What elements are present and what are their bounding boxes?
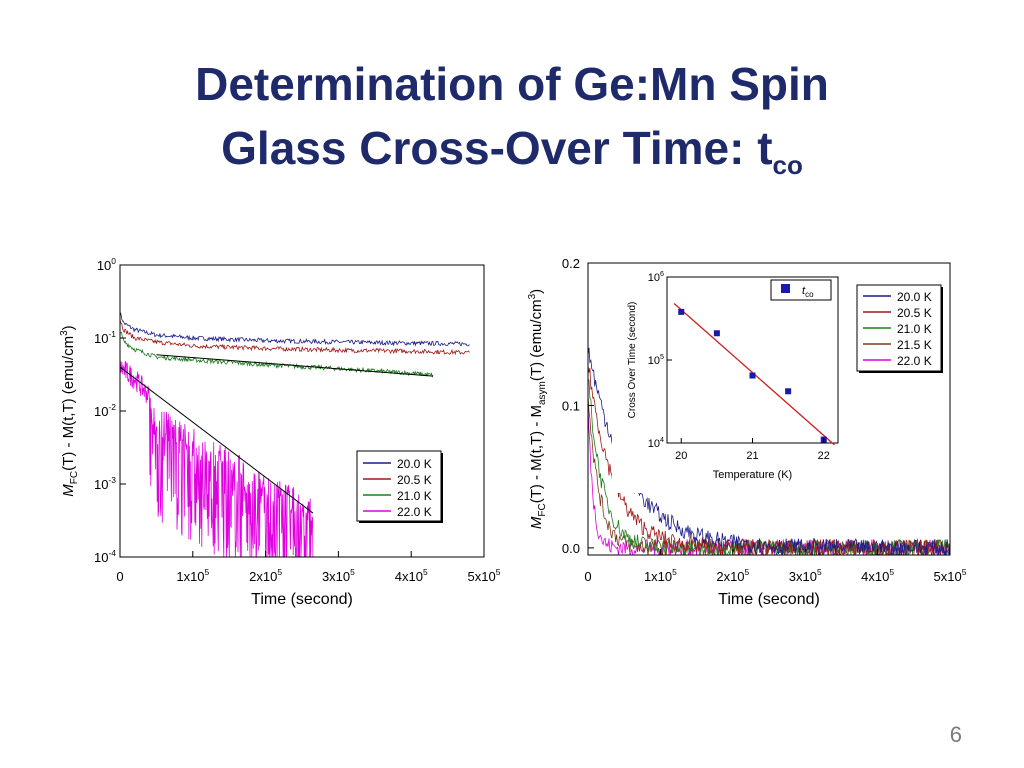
slide-title: Determination of Ge:Mn Spin Glass Cross-…: [0, 52, 1024, 180]
inset-y-tick-label: 104: [648, 436, 664, 450]
inset-data-point: [749, 372, 756, 379]
left-x-tick-label: 2x105: [249, 567, 282, 584]
left-x-axis-label: Time (second): [251, 591, 353, 608]
left-legend-label: 22.0 K: [397, 505, 432, 519]
left-legend-label: 20.0 K: [397, 457, 432, 471]
left-series-205K: [120, 319, 470, 356]
right-x-tick-label: 1x105: [644, 567, 677, 584]
inset-legend-label: tco: [802, 285, 814, 299]
left-y-tick-label: 10-2: [94, 402, 116, 419]
left-chart: 0 1x105 2x105 3x105 4x105 5x105 10-4 10-3 10-2 10…: [59, 256, 501, 608]
inset-legend-box: [770, 279, 832, 301]
left-y-tick-label: 10-4: [94, 548, 116, 565]
inset-data-point: [713, 330, 720, 337]
right-legend-label: 20.5 K: [897, 306, 932, 320]
inset-data-point: [678, 308, 685, 315]
left-x-tick-label: 5x105: [468, 567, 501, 584]
inset-chart: 20 21 22 104 105 106 Temperature (K) Cross Over…: [612, 267, 853, 493]
right-x-tick-label: 5x105: [934, 567, 967, 584]
title-line-2: Glass Cross-Over Time: t: [221, 122, 773, 174]
right-series-200K: [588, 347, 950, 555]
left-x-tick-label: 4x105: [395, 567, 428, 584]
right-x-tick-label: 2x105: [716, 567, 749, 584]
page-number: 6: [949, 722, 962, 747]
left-series-210K: [120, 331, 434, 378]
right-plot-area: [588, 347, 950, 555]
right-legend-label: 21.0 K: [897, 322, 932, 336]
inset-x-axis-label: Temperature (K): [713, 469, 792, 481]
right-y-tick-label: 0.0: [562, 541, 580, 556]
left-y-tick-label: 10-1: [94, 329, 116, 346]
left-x-tick-label: 0: [116, 569, 123, 584]
right-y-tick-label: 0.1: [562, 398, 580, 413]
left-y-tick-label: 100: [97, 256, 116, 273]
left-y-tick-label: 10-3: [94, 475, 116, 492]
right-plot-frame: [587, 262, 951, 556]
right-x-tick-label: 3x105: [789, 567, 822, 584]
left-fit-line-1: [120, 366, 314, 514]
left-legend-label: 21.0 K: [397, 489, 432, 503]
inset-plot-frame: [666, 276, 839, 444]
right-y-tick-label: 0.2: [562, 256, 580, 271]
inset-y-axis-label: Cross Over Time (second): [627, 302, 638, 419]
right-legend-label: 20.0 K: [897, 290, 932, 304]
right-legend-label: 21.5 K: [897, 338, 932, 352]
right-x-tick-label: 4x105: [861, 567, 894, 584]
right-legend-label: 22.0 K: [897, 354, 932, 368]
left-x-tick-label: 1x105: [176, 567, 209, 584]
inset-x-tick-label: 20: [675, 450, 687, 462]
right-series-205K: [588, 365, 950, 555]
right-x-tick-label: 0: [584, 569, 591, 584]
right-y-axis-label: MFC(T) - M(t,T) - Masym(T) (emu/cm3): [527, 289, 548, 529]
inset-x-tick-label: 22: [818, 450, 830, 462]
left-x-tick-label: 3x105: [322, 567, 355, 584]
left-fit-line-0: [156, 354, 434, 377]
inset-legend-marker: [781, 284, 790, 293]
inset-y-tick-label: 105: [648, 353, 664, 367]
inset-data-point: [785, 388, 792, 395]
inset-x-tick-label: 21: [746, 450, 758, 462]
title-line-1: Determination of Ge:Mn Spin: [195, 58, 829, 110]
left-plot-area: [120, 312, 470, 557]
right-chart: 0 1x105 2x105 3x105 4x105 5x105 0.0 0.1 0.2 Time …: [527, 256, 967, 608]
left-series-200K: [120, 312, 470, 347]
inset-y-tick-label: 106: [648, 270, 664, 284]
left-legend-label: 20.5 K: [397, 473, 432, 487]
left-series-220K: [120, 359, 314, 557]
right-x-axis-label: Time (second): [718, 591, 820, 608]
left-y-axis-label: MFC(T) - M(t,T) (emu/cm3): [59, 325, 80, 496]
title-subscript: co: [772, 150, 803, 180]
